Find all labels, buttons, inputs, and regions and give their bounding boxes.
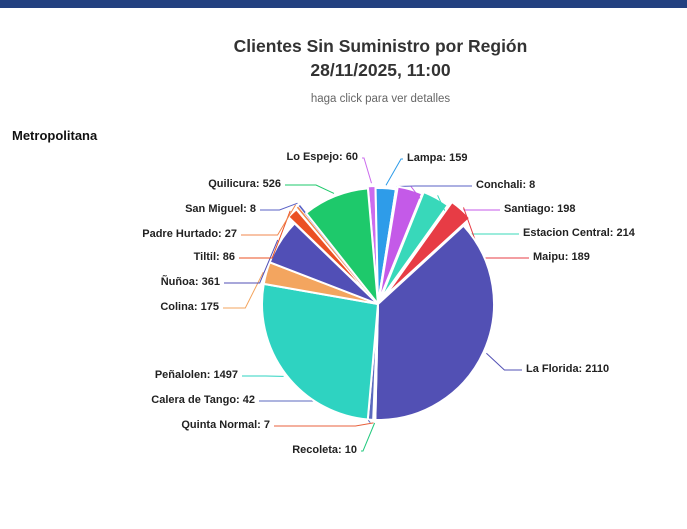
slice-label-estacion-central[interactable]: Estacion Central: 214: [523, 227, 635, 239]
connector-recoleta: [361, 422, 376, 452]
slice-label-santiago[interactable]: Santiago: 198: [504, 203, 576, 215]
slice-label-la-florida[interactable]: La Florida: 2110: [526, 363, 610, 375]
slice-label-colina[interactable]: Colina: 175: [160, 301, 219, 313]
slice-label-maipu[interactable]: Maipu: 189: [533, 251, 590, 263]
pie-slice-maipu[interactable]: [383, 201, 472, 298]
connector-quilicura: [285, 184, 335, 194]
pie-slice-penalolen[interactable]: [261, 282, 379, 421]
connector-la-florida: [486, 352, 522, 371]
slice-label-conchali[interactable]: Conchali: 8: [476, 179, 536, 191]
slice-label-san-miguel[interactable]: San Miguel: 8: [185, 203, 256, 215]
chart-title: Clientes Sin Suministro por Región: [233, 36, 528, 56]
slice-label-calera-de-tango[interactable]: Calera de Tango: 42: [151, 394, 255, 406]
chart-header: Clientes Sin Suministro por Región 28/11…: [74, 34, 687, 105]
slice-label-lo-espejo[interactable]: Lo Espejo: 60: [286, 151, 358, 163]
connector-padre-hurtado: [241, 204, 297, 236]
chart-title-date: 28/11/2025, 11:00: [310, 60, 451, 80]
pie-slice-la-florida[interactable]: [374, 224, 495, 421]
connector-conchali: [396, 185, 472, 187]
slice-label-nunoa[interactable]: Ñuñoa: 361: [160, 276, 220, 288]
chart-subtitle-note: haga click para ver detalles: [310, 93, 451, 105]
slice-label-padre-hurtado[interactable]: Padre Hurtado: 27: [142, 228, 237, 240]
connector-tiltil: [239, 210, 291, 259]
slice-label-tiltil[interactable]: Tiltil: 86: [193, 251, 235, 263]
connector-san-miguel: [260, 202, 298, 211]
connector-nunoa: [224, 239, 279, 284]
connector-lampa: [385, 158, 403, 186]
slice-label-recoleta[interactable]: Recoleta: 10: [292, 444, 357, 456]
series-label-metropolitana: Metropolitana: [12, 128, 98, 143]
connector-lo-espejo: [362, 157, 372, 184]
pie-slice-quilicura[interactable]: [305, 187, 379, 305]
top-accent-bar: [0, 0, 687, 8]
connector-colina: [223, 271, 264, 309]
connector-quinta-normal: [274, 422, 374, 427]
pie-slice-estacion-central[interactable]: [379, 191, 449, 301]
slice-label-quinta-normal[interactable]: Quinta Normal: 7: [181, 419, 270, 431]
slice-label-quilicura[interactable]: Quilicura: 526: [208, 178, 281, 190]
slice-label-penalolen[interactable]: Peñalolen: 1497: [154, 369, 238, 381]
slice-label-lampa[interactable]: Lampa: 159: [407, 152, 468, 164]
